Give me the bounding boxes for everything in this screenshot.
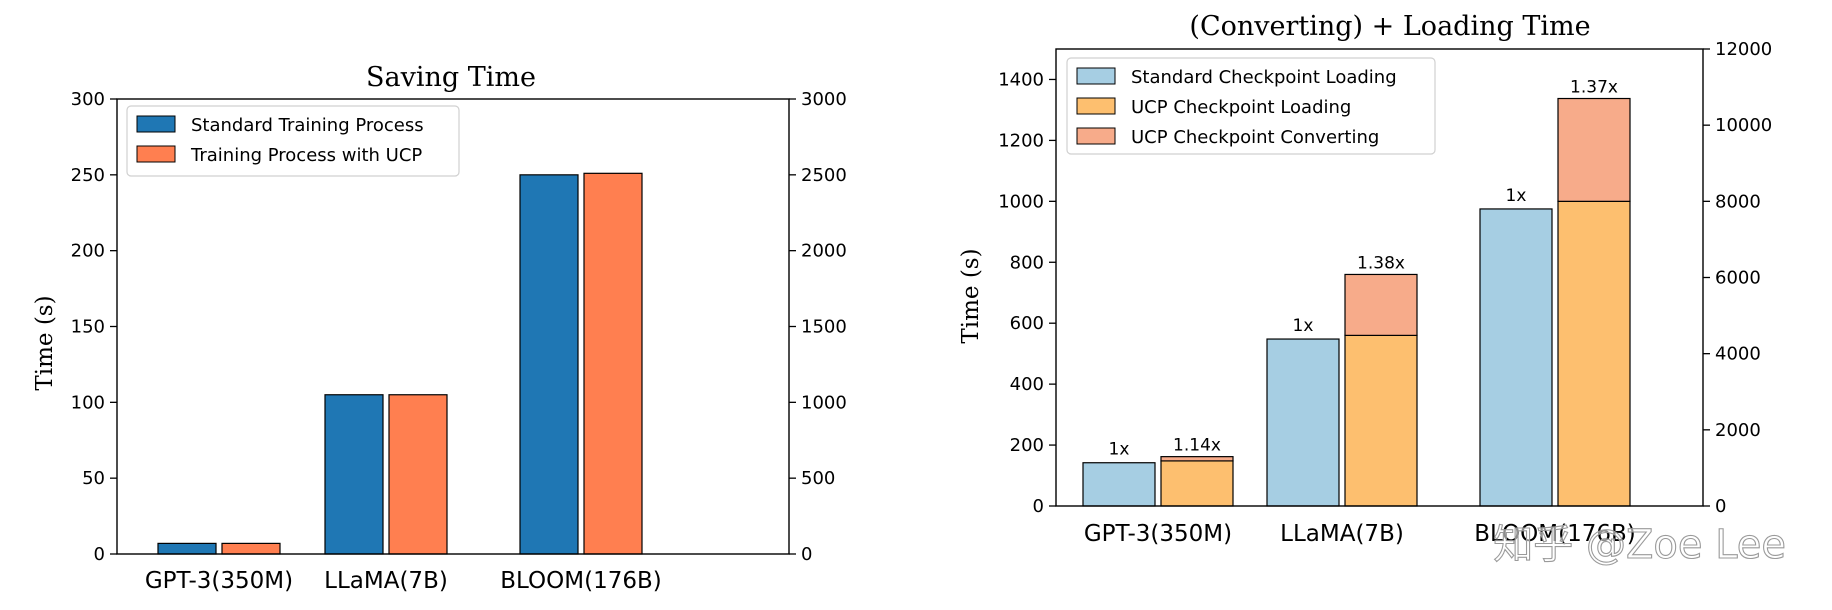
x-category-label: LLaMA(7B) [324, 568, 448, 594]
bar-standard-checkpoint-loading [1082, 462, 1156, 507]
bar-ucp-checkpoint-loading [1160, 460, 1234, 507]
saving-time-chart: Saving Time Time (s) 0501001502002503000… [32, 62, 847, 594]
bar-standard-checkpoint-loading [1479, 208, 1553, 507]
bar-ucp-checkpoint-converting [1344, 273, 1418, 336]
x-category-label: BLOOM(176B) [1474, 521, 1635, 547]
y-tick-label: 50 [82, 468, 105, 489]
x-category-label: LLaMA(7B) [1280, 521, 1404, 547]
y2-tick-label: 1000 [801, 392, 847, 413]
bar-standard-training-process [519, 174, 579, 555]
y2-tick-label: 1500 [801, 317, 847, 338]
y-tick-label: 1400 [998, 69, 1044, 90]
y-tick-label: 0 [1033, 496, 1044, 517]
y2-tick-label: 500 [801, 468, 835, 489]
legend-label-ucp-loading: UCP Checkpoint Loading [1131, 97, 1351, 118]
y2-tick-label: 2000 [801, 241, 847, 262]
chart-title: (Converting) + Loading Time [1189, 11, 1590, 42]
tick-labels: 0 200 400 600 800 1000 1200 1400 0 2000 4000 6000 80… [998, 39, 1772, 547]
y-tick-label: 100 [71, 392, 105, 413]
bar-label-ucp: 1.37x [1570, 78, 1618, 98]
x-category-label: GPT-3(350M) [1084, 521, 1232, 547]
y-tick-label: 1000 [998, 191, 1044, 212]
y-tick-label: 400 [1010, 374, 1044, 395]
y-tick-label: 800 [1010, 252, 1044, 273]
y2-tick-label: 2000 [1715, 420, 1761, 441]
plot-frame [1055, 48, 1704, 507]
y-axis-label: Time (s) [958, 248, 984, 343]
y2-tick-label: 4000 [1715, 344, 1761, 365]
y-tick-label: 200 [71, 241, 105, 262]
bar-ucp-checkpoint-converting [1557, 97, 1631, 202]
y2-tick-label: 0 [1715, 496, 1726, 517]
watermark-text: 知乎 @Zoe Lee [1493, 522, 1786, 568]
legend-label-ucp-converting: UCP Checkpoint Converting [1131, 127, 1379, 148]
bar-ucp-checkpoint-loading [1557, 200, 1631, 507]
bar-ucp-checkpoint-loading [1344, 334, 1418, 507]
legend-frame [1066, 57, 1436, 155]
legend-label-standard-training: Standard Training Process [191, 115, 424, 136]
y-tick-label: 200 [1010, 435, 1044, 456]
y-axis-label: Time (s) [32, 295, 58, 390]
y2-tick-label: 3000 [801, 89, 847, 110]
bar-standard-training-process [157, 542, 217, 555]
legend-label-training-ucp: Training Process with UCP [190, 145, 422, 166]
tick-labels: 0501001502002503000500100015002000250030… [71, 89, 847, 594]
y-tick-label: 0 [94, 544, 105, 565]
bar-ucp-checkpoint-converting [1160, 456, 1234, 462]
x-category-label: GPT-3(350M) [145, 568, 293, 594]
bar-label-standard: 1x [1109, 440, 1130, 460]
legend-label-standard-loading: Standard Checkpoint Loading [1131, 67, 1397, 88]
legend: Standard Checkpoint Loading UCP Checkpoi… [1066, 57, 1436, 155]
bar-label-standard: 1x [1506, 186, 1527, 206]
loading-time-chart: (Converting) + Loading Time Time (s) 1x 1… [958, 11, 1787, 569]
y2-tick-label: 10000 [1715, 115, 1772, 136]
chart-title: Saving Time [366, 62, 536, 93]
bar-label-ucp: 1.14x [1173, 436, 1221, 456]
legend-swatch-standard-training [136, 115, 176, 133]
bar-standard-checkpoint-loading [1266, 338, 1340, 507]
bar-training-process-with-ucp [221, 542, 281, 555]
bar-label-ucp: 1.38x [1357, 253, 1405, 273]
y-tick-label: 150 [71, 317, 105, 338]
y2-tick-label: 0 [801, 544, 812, 565]
plot-frame [116, 98, 790, 555]
legend-swatch-ucp-converting [1076, 127, 1116, 145]
y-tick-label: 300 [71, 89, 105, 110]
y2-tick-label: 8000 [1715, 191, 1761, 212]
y2-tick-label: 6000 [1715, 268, 1761, 289]
bar-label-standard: 1x [1293, 316, 1314, 336]
y-tick-label: 250 [71, 165, 105, 186]
legend-swatch-standard-loading [1076, 67, 1116, 85]
bar-training-process-with-ucp [388, 394, 448, 555]
bar-training-process-with-ucp [583, 172, 643, 555]
y-tick-label: 600 [1010, 313, 1044, 334]
bar-standard-training-process [324, 394, 384, 555]
legend-swatch-training-ucp [136, 145, 176, 163]
y2-tick-label: 2500 [801, 165, 847, 186]
bars-group [157, 172, 643, 555]
y-tick-label: 1200 [998, 130, 1044, 151]
y2-tick-label: 12000 [1715, 39, 1772, 60]
x-category-label: BLOOM(176B) [500, 568, 661, 594]
legend-swatch-ucp-loading [1076, 97, 1116, 115]
legend: Standard Training Process Training Proce… [126, 105, 460, 177]
legend-frame [126, 105, 460, 177]
bars-group: 1x 1.14x 1x 1.38x 1x 1.37x [1082, 78, 1631, 507]
